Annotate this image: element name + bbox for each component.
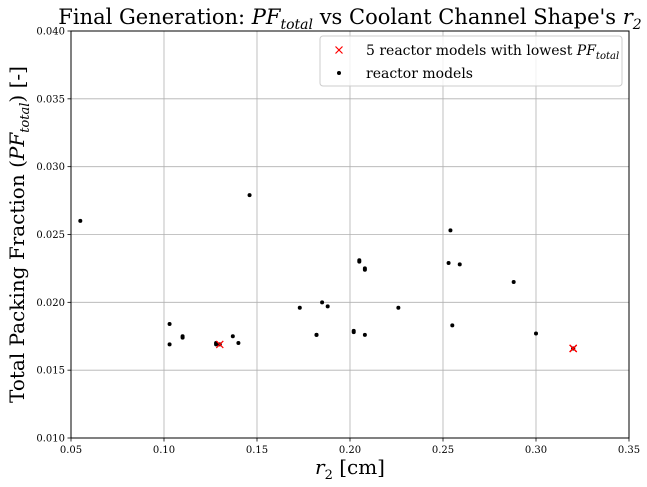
y-tick-label: 0.030 <box>36 162 65 173</box>
data-point-reactor-model <box>362 267 367 272</box>
y-tick-label: 0.025 <box>36 230 65 241</box>
data-point-reactor-model <box>167 322 172 327</box>
x-tick-label: 0.30 <box>525 445 547 456</box>
data-point-reactor-model <box>362 332 367 337</box>
x-tick-label: 0.10 <box>153 445 175 456</box>
legend-marker-dot <box>337 71 341 75</box>
legend-label-lowest: 5 reactor models with lowest PFtotal <box>366 43 619 62</box>
y-tick-label: 0.010 <box>36 434 65 445</box>
x-tick-label: 0.15 <box>246 445 268 456</box>
data-point-reactor-model <box>78 218 83 223</box>
data-point-reactor-model <box>448 228 453 233</box>
x-tick-label: 0.25 <box>432 445 454 456</box>
data-point-reactor-model <box>247 193 252 198</box>
x-tick-label: 0.05 <box>60 445 82 456</box>
x-axis-ticks: 0.05 0.10 0.15 0.20 0.25 0.30 0.35 <box>60 438 640 456</box>
legend-marker-x <box>335 46 343 54</box>
data-point-reactor-model <box>511 279 516 284</box>
y-tick-label: 0.015 <box>36 366 65 377</box>
data-point-reactor-model <box>325 304 330 309</box>
legend: 5 reactor models with lowest PFtotal rea… <box>319 35 623 87</box>
chart-title: Final Generation: PFtotal vs Coolant Cha… <box>58 5 642 33</box>
data-point-lowest-pf <box>569 344 578 353</box>
data-point-reactor-model <box>534 331 538 336</box>
data-point-reactor-model <box>236 341 241 346</box>
data-point-reactor-model <box>314 332 319 337</box>
data-point-reactor-model <box>214 342 219 347</box>
data-point-reactor-model <box>396 305 401 310</box>
legend-box <box>319 35 623 87</box>
data-point-lowest-pf <box>215 340 224 349</box>
data-point-reactor-model <box>457 262 462 267</box>
data-points <box>78 193 578 353</box>
y-tick-label: 0.040 <box>36 27 65 38</box>
x-tick-label: 0.20 <box>339 445 361 456</box>
data-point-reactor-model <box>450 323 455 328</box>
data-point-reactor-model <box>357 259 362 264</box>
y-tick-label: 0.020 <box>36 298 65 309</box>
data-point-reactor-model <box>320 300 325 305</box>
x-tick-label: 0.35 <box>618 445 640 456</box>
data-point-reactor-model <box>351 330 356 335</box>
data-point-reactor-model <box>446 260 451 265</box>
x-axis-label: r2 [cm] <box>315 455 385 483</box>
y-axis-ticks: 0.010 0.015 0.020 0.025 0.030 0.035 0.040 <box>36 27 71 445</box>
data-point-reactor-model <box>297 305 302 310</box>
data-point-reactor-model <box>167 342 172 347</box>
legend-label-models: reactor models <box>366 66 473 82</box>
data-point-reactor-model <box>230 334 235 339</box>
data-point-reactor-model <box>180 335 185 340</box>
y-tick-label: 0.035 <box>36 94 65 105</box>
y-axis-label: Total Packing Fraction (PFtotal) [-] <box>5 66 33 403</box>
